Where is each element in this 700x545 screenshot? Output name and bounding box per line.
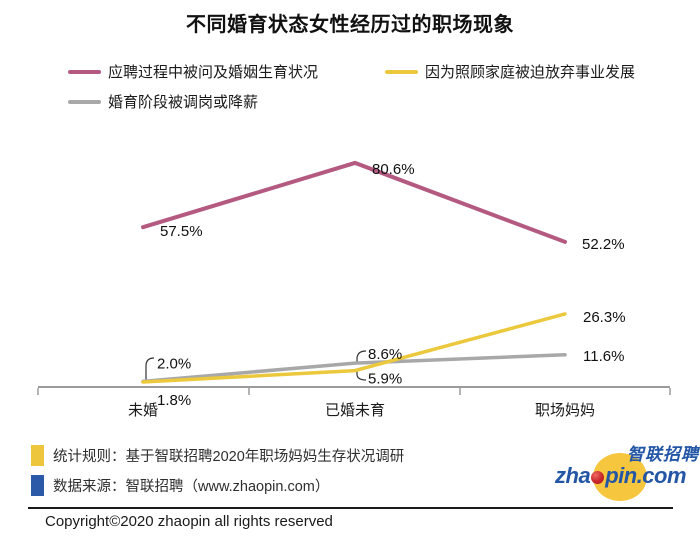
zhaopin-logo: 智联招聘 zha pin.com	[553, 439, 700, 505]
legend-swatch-yellow	[385, 69, 418, 74]
legend-label: 因为照顾家庭被迫放弃事业发展	[425, 64, 636, 81]
svg-text:11.6%: 11.6%	[583, 348, 624, 365]
legend-item-transferred-or-paycut: 婚育阶段被调岗或降薪	[68, 91, 258, 112]
source-row-label: 数据来源：智联招聘（www.zhaopin.com）	[53, 479, 330, 495]
source-row-rules: 统计规则：基于智联招聘2020年职场妈妈生存状况调研	[31, 445, 404, 466]
svg-text:1.8%: 1.8%	[157, 392, 191, 409]
svg-text:80.6%: 80.6%	[372, 161, 415, 178]
logo-chinese-text: 智联招聘	[627, 445, 699, 464]
svg-text:57.5%: 57.5%	[160, 223, 203, 240]
logo-red-dot-icon	[591, 471, 605, 484]
source-row-data-source: 数据来源：智联招聘（www.zhaopin.com）	[31, 475, 329, 496]
logo-domain-text: zha pin.com	[555, 463, 687, 489]
legend-swatch-pink	[68, 69, 101, 74]
footer-divider	[28, 507, 673, 509]
line-chart: 未婚 已婚未育 职场妈妈 57.5% 80.6% 52.2% 1.8% 5.9% 26.3% 2.…	[37, 160, 671, 419]
logo-domain-prefix: zha	[555, 463, 591, 488]
legend-label: 婚育阶段被调岗或降薪	[108, 94, 259, 111]
svg-text:2.0%: 2.0%	[157, 355, 191, 372]
yellow-bullet	[31, 445, 44, 466]
svg-text:职场妈妈: 职场妈妈	[535, 402, 595, 419]
source-row-label: 统计规则：基于智联招聘2020年职场妈妈生存状况调研	[53, 449, 405, 465]
svg-text:5.9%: 5.9%	[368, 371, 402, 388]
legend-item-asked-marriage-status: 应聘过程中被问及婚姻生育状况	[68, 61, 318, 82]
svg-text:8.6%: 8.6%	[368, 346, 402, 363]
logo-domain-suffix: pin.com	[605, 463, 687, 488]
svg-text:52.2%: 52.2%	[582, 236, 625, 253]
page-title: 不同婚育状态女性经历过的职场现象	[186, 14, 514, 36]
legend-label: 应聘过程中被问及婚姻生育状况	[108, 64, 319, 81]
svg-text:未婚: 未婚	[128, 402, 158, 419]
legend-item-forced-give-up-career: 因为照顾家庭被迫放弃事业发展	[385, 61, 635, 82]
blue-bullet	[31, 475, 44, 496]
svg-text:已婚未育: 已婚未育	[325, 402, 385, 419]
legend-swatch-gray	[68, 99, 101, 104]
svg-text:26.3%: 26.3%	[583, 309, 626, 326]
copyright-text: Copyright©2020 zhaopin all rights reserv…	[45, 513, 333, 530]
